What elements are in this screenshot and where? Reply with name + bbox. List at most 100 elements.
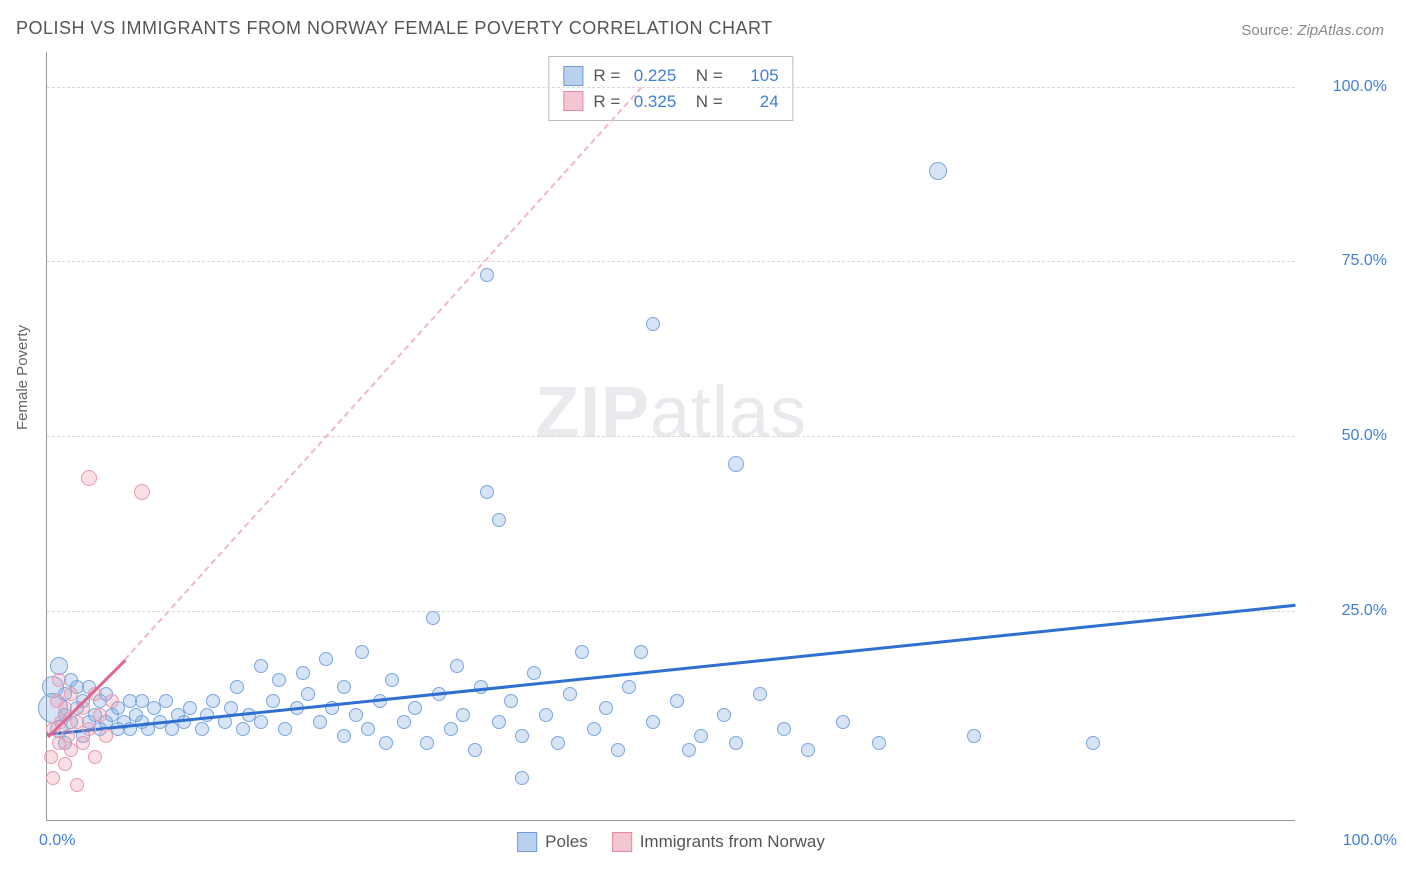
y-tick-label: 25.0% — [1307, 602, 1387, 620]
series-legend: PolesImmigrants from Norway — [517, 832, 825, 852]
legend-r-value: 0.225 — [630, 63, 676, 89]
legend-swatch — [517, 832, 537, 852]
data-point — [611, 743, 625, 757]
data-point — [420, 736, 434, 750]
y-tick-label: 100.0% — [1307, 78, 1387, 96]
data-point — [587, 722, 601, 736]
data-point — [575, 645, 589, 659]
data-point — [480, 485, 494, 499]
data-point — [64, 687, 78, 701]
data-point — [728, 456, 744, 472]
gridline — [47, 436, 1295, 437]
data-point — [622, 680, 636, 694]
legend-rn-row: R =0.325 N =24 — [563, 89, 778, 115]
legend-r-label: R = — [593, 63, 620, 89]
data-point — [206, 694, 220, 708]
data-point — [646, 317, 660, 331]
data-point — [361, 722, 375, 736]
legend-r-label: R = — [593, 89, 620, 115]
watermark-atlas: atlas — [650, 373, 807, 453]
data-point — [183, 701, 197, 715]
data-point — [266, 694, 280, 708]
trend-line — [124, 87, 643, 661]
data-point — [563, 687, 577, 701]
data-point — [717, 708, 731, 722]
watermark: ZIPatlas — [535, 372, 807, 454]
correlation-legend: R = 0.225 N = 105R =0.325 N =24 — [548, 56, 793, 121]
data-point — [61, 729, 75, 743]
y-axis-label: Female Poverty — [14, 325, 31, 430]
data-point — [313, 715, 327, 729]
data-point — [379, 736, 393, 750]
gridline — [47, 611, 1295, 612]
legend-rn-row: R = 0.225 N = 105 — [563, 63, 778, 89]
source-label: Source: — [1241, 22, 1297, 39]
legend-swatch — [563, 91, 583, 111]
data-point — [408, 701, 422, 715]
data-point — [515, 771, 529, 785]
data-point — [682, 743, 696, 757]
data-point — [70, 778, 84, 792]
data-point — [515, 729, 529, 743]
data-point — [159, 694, 173, 708]
data-point — [444, 722, 458, 736]
data-point — [836, 715, 850, 729]
data-point — [929, 162, 947, 180]
legend-n-label: N = — [686, 89, 722, 115]
source-attribution: Source: ZipAtlas.com — [1241, 22, 1384, 39]
data-point — [58, 757, 72, 771]
data-point — [76, 736, 90, 750]
data-point — [967, 729, 981, 743]
data-point — [236, 722, 250, 736]
data-point — [195, 722, 209, 736]
data-point — [278, 722, 292, 736]
data-point — [480, 268, 494, 282]
data-point — [450, 659, 464, 673]
legend-swatch — [563, 66, 583, 86]
data-point — [551, 736, 565, 750]
data-point — [1086, 736, 1100, 750]
data-point — [599, 701, 613, 715]
data-point — [527, 666, 541, 680]
legend-n-label: N = — [686, 63, 722, 89]
data-point — [426, 611, 440, 625]
data-point — [134, 484, 150, 500]
data-point — [753, 687, 767, 701]
data-point — [319, 652, 333, 666]
data-point — [230, 680, 244, 694]
data-point — [397, 715, 411, 729]
watermark-zip: ZIP — [535, 373, 650, 453]
data-point — [254, 659, 268, 673]
data-point — [670, 694, 684, 708]
data-point — [337, 680, 351, 694]
data-point — [105, 694, 119, 708]
data-point — [539, 708, 553, 722]
data-point — [93, 708, 107, 722]
data-point — [254, 715, 268, 729]
legend-series-label: Poles — [545, 832, 588, 852]
data-point — [694, 729, 708, 743]
data-point — [456, 708, 470, 722]
data-point — [99, 729, 113, 743]
y-tick-label: 75.0% — [1307, 252, 1387, 270]
legend-n-value: 105 — [733, 63, 779, 89]
data-point — [504, 694, 518, 708]
legend-series-item: Poles — [517, 832, 588, 852]
data-point — [646, 715, 660, 729]
trend-line — [47, 604, 1295, 736]
data-point — [46, 771, 60, 785]
data-point — [801, 743, 815, 757]
data-point — [272, 673, 286, 687]
scatter-plot-area: ZIPatlas 0.0% 100.0% R =0.225 N =105R =0… — [46, 52, 1295, 821]
data-point — [872, 736, 886, 750]
data-point — [349, 708, 363, 722]
data-point — [52, 673, 66, 687]
x-tick-max: 100.0% — [1317, 832, 1397, 850]
data-point — [468, 743, 482, 757]
data-point — [634, 645, 648, 659]
data-point — [82, 722, 96, 736]
data-point — [355, 645, 369, 659]
x-tick-min: 0.0% — [39, 832, 75, 850]
chart-title: POLISH VS IMMIGRANTS FROM NORWAY FEMALE … — [16, 18, 773, 39]
data-point — [81, 470, 97, 486]
